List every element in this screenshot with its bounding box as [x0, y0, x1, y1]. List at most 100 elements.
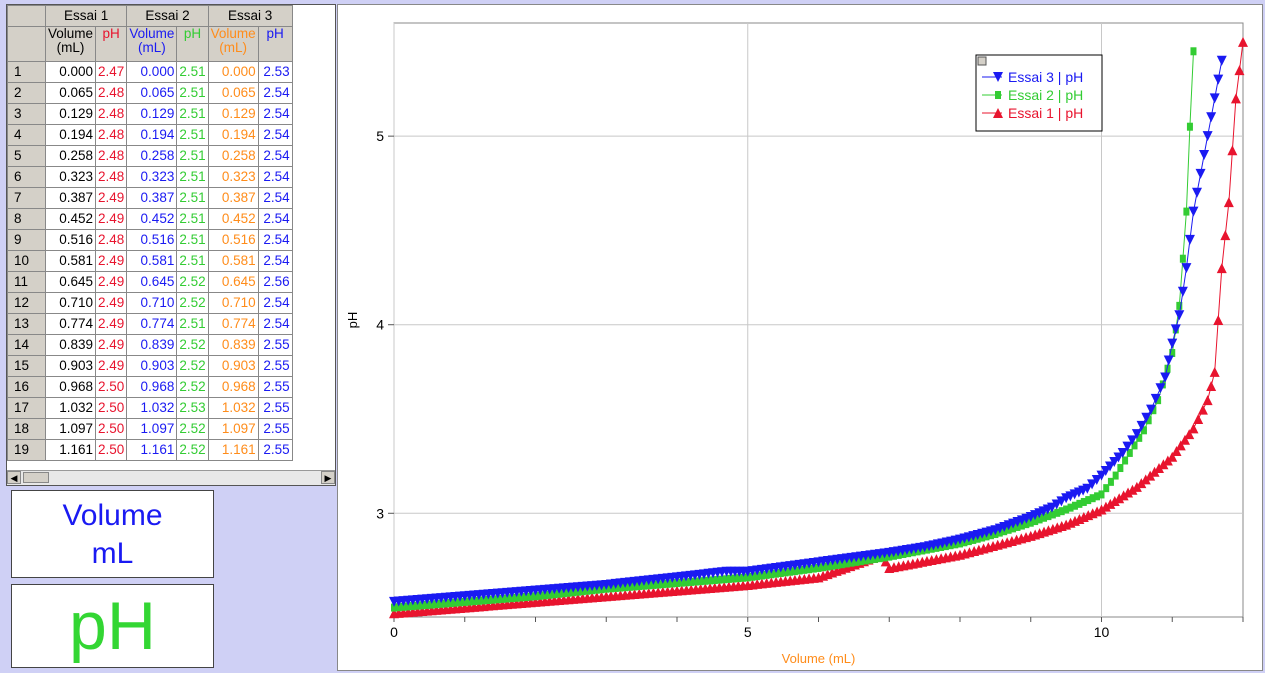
table-cell[interactable]: 0.581 [44, 250, 97, 272]
table-row[interactable]: 7 0.387 2.49 0.387 2.51 0.387 2.54 [7, 187, 293, 209]
table-cell[interactable]: 0.645 [207, 271, 259, 293]
table-cell[interactable]: 0.065 [44, 82, 97, 104]
table-cell[interactable]: 0.903 [207, 355, 259, 377]
table-cell[interactable]: 0.774 [44, 313, 97, 335]
table-cell[interactable]: 0.387 [44, 187, 97, 209]
table-cell[interactable]: 2.50 [95, 376, 128, 398]
table-cell[interactable]: 1.032 [126, 397, 178, 419]
scroll-left-icon[interactable]: ◀ [7, 471, 21, 484]
table-cell[interactable]: 0.968 [126, 376, 178, 398]
table-cell[interactable]: 2.51 [176, 145, 209, 167]
table-cell[interactable]: 2.51 [176, 250, 209, 272]
table-cell[interactable]: 0.645 [44, 271, 97, 293]
table-cell[interactable]: 2.49 [95, 313, 128, 335]
table-cell[interactable]: 2.54 [257, 82, 293, 104]
table-cell[interactable]: 2.48 [95, 166, 128, 188]
table-cell[interactable]: 2.51 [176, 313, 209, 335]
table-cell[interactable]: 0.452 [207, 208, 259, 230]
table-cell[interactable]: 2.52 [176, 439, 209, 461]
table-row[interactable]: 12 0.710 2.49 0.710 2.52 0.710 2.54 [7, 292, 293, 314]
table-cell[interactable]: 2.48 [95, 82, 128, 104]
table-cell[interactable]: 2.54 [257, 313, 293, 335]
table-cell[interactable]: 2.50 [95, 439, 128, 461]
table-cell[interactable]: 0.258 [207, 145, 259, 167]
table-cell[interactable]: 0.323 [207, 166, 259, 188]
table-cell[interactable]: 2.47 [95, 61, 128, 83]
table-row[interactable]: 16 0.968 2.50 0.968 2.52 0.968 2.55 [7, 376, 293, 398]
table-cell[interactable]: 0.774 [126, 313, 178, 335]
table-cell[interactable]: 2.54 [257, 166, 293, 188]
table-row[interactable]: 19 1.161 2.50 1.161 2.52 1.161 2.55 [7, 439, 293, 461]
table-cell[interactable]: 0.129 [126, 103, 178, 125]
table-cell[interactable]: 2.49 [95, 271, 128, 293]
table-row[interactable]: 17 1.032 2.50 1.032 2.53 1.032 2.55 [7, 397, 293, 419]
table-cell[interactable]: 2.52 [176, 292, 209, 314]
table-row[interactable]: 1 0.000 2.47 0.000 2.51 0.000 2.53 [7, 61, 293, 83]
table-row[interactable]: 15 0.903 2.49 0.903 2.52 0.903 2.55 [7, 355, 293, 377]
table-cell[interactable]: 2.48 [95, 124, 128, 146]
table-cell[interactable]: 2.55 [257, 397, 293, 419]
table-cell[interactable]: 2.54 [257, 292, 293, 314]
table-cell[interactable]: 1.097 [44, 418, 97, 440]
table-cell[interactable]: 2.49 [95, 187, 128, 209]
table-cell[interactable]: 2.54 [257, 145, 293, 167]
table-cell[interactable]: 2.50 [95, 418, 128, 440]
table-cell[interactable]: 2.54 [257, 208, 293, 230]
table-cell[interactable]: 0.065 [207, 82, 259, 104]
table-cell[interactable]: 0.710 [207, 292, 259, 314]
table-cell[interactable]: 0.516 [207, 229, 259, 251]
table-cell[interactable]: 0.258 [44, 145, 97, 167]
table-cell[interactable]: 0.839 [44, 334, 97, 356]
table-cell[interactable]: 0.968 [207, 376, 259, 398]
table-cell[interactable]: 2.51 [176, 124, 209, 146]
table-cell[interactable]: 0.516 [44, 229, 97, 251]
table-cell[interactable]: 0.581 [126, 250, 178, 272]
table-cell[interactable]: 2.51 [176, 187, 209, 209]
table-cell[interactable]: 0.000 [44, 61, 97, 83]
table-cell[interactable]: 0.387 [207, 187, 259, 209]
data-table[interactable]: Essai 1 Essai 2 Essai 3 Volume (mL) pH Volu… [6, 4, 336, 486]
table-row[interactable]: 2 0.065 2.48 0.065 2.51 0.065 2.54 [7, 82, 293, 104]
table-cell[interactable]: 0.710 [126, 292, 178, 314]
table-row[interactable]: 4 0.194 2.48 0.194 2.51 0.194 2.54 [7, 124, 293, 146]
table-cell[interactable]: 2.49 [95, 292, 128, 314]
table-cell[interactable]: 0.194 [207, 124, 259, 146]
table-cell[interactable]: 0.452 [44, 208, 97, 230]
scroll-right-icon[interactable]: ▶ [321, 471, 335, 484]
table-cell[interactable]: 2.49 [95, 334, 128, 356]
table-row[interactable]: 8 0.452 2.49 0.452 2.51 0.452 2.54 [7, 208, 293, 230]
table-row[interactable]: 13 0.774 2.49 0.774 2.51 0.774 2.54 [7, 313, 293, 335]
table-cell[interactable]: 2.48 [95, 229, 128, 251]
table-cell[interactable]: 2.55 [257, 439, 293, 461]
table-row[interactable]: 9 0.516 2.48 0.516 2.51 0.516 2.54 [7, 229, 293, 251]
table-cell[interactable]: 0.839 [207, 334, 259, 356]
table-cell[interactable]: 2.51 [176, 103, 209, 125]
table-cell[interactable]: 1.161 [126, 439, 178, 461]
table-cell[interactable]: 2.52 [176, 355, 209, 377]
table-cell[interactable]: 0.258 [126, 145, 178, 167]
table-cell[interactable]: 1.032 [44, 397, 97, 419]
table-cell[interactable]: 2.53 [176, 397, 209, 419]
table-cell[interactable]: 1.097 [207, 418, 259, 440]
table-row[interactable]: 3 0.129 2.48 0.129 2.51 0.129 2.54 [7, 103, 293, 125]
table-cell[interactable]: 2.55 [257, 376, 293, 398]
table-cell[interactable]: 2.54 [257, 229, 293, 251]
table-cell[interactable]: 2.53 [257, 61, 293, 83]
table-cell[interactable]: 2.52 [176, 271, 209, 293]
table-row[interactable]: 18 1.097 2.50 1.097 2.52 1.097 2.55 [7, 418, 293, 440]
table-cell[interactable]: 2.54 [257, 103, 293, 125]
table-cell[interactable]: 2.56 [257, 271, 293, 293]
table-cell[interactable]: 0.065 [126, 82, 178, 104]
table-cell[interactable]: 0.839 [126, 334, 178, 356]
table-cell[interactable]: 2.55 [257, 355, 293, 377]
table-cell[interactable]: 1.161 [207, 439, 259, 461]
table-cell[interactable]: 1.097 [126, 418, 178, 440]
table-cell[interactable]: 2.48 [95, 145, 128, 167]
table-cell[interactable]: 2.51 [176, 61, 209, 83]
table-cell[interactable]: 2.54 [257, 250, 293, 272]
table-cell[interactable]: 0.968 [44, 376, 97, 398]
table-cell[interactable]: 2.51 [176, 208, 209, 230]
table-cell[interactable]: 0.581 [207, 250, 259, 272]
table-cell[interactable]: 0.129 [207, 103, 259, 125]
table-cell[interactable]: 2.51 [176, 229, 209, 251]
